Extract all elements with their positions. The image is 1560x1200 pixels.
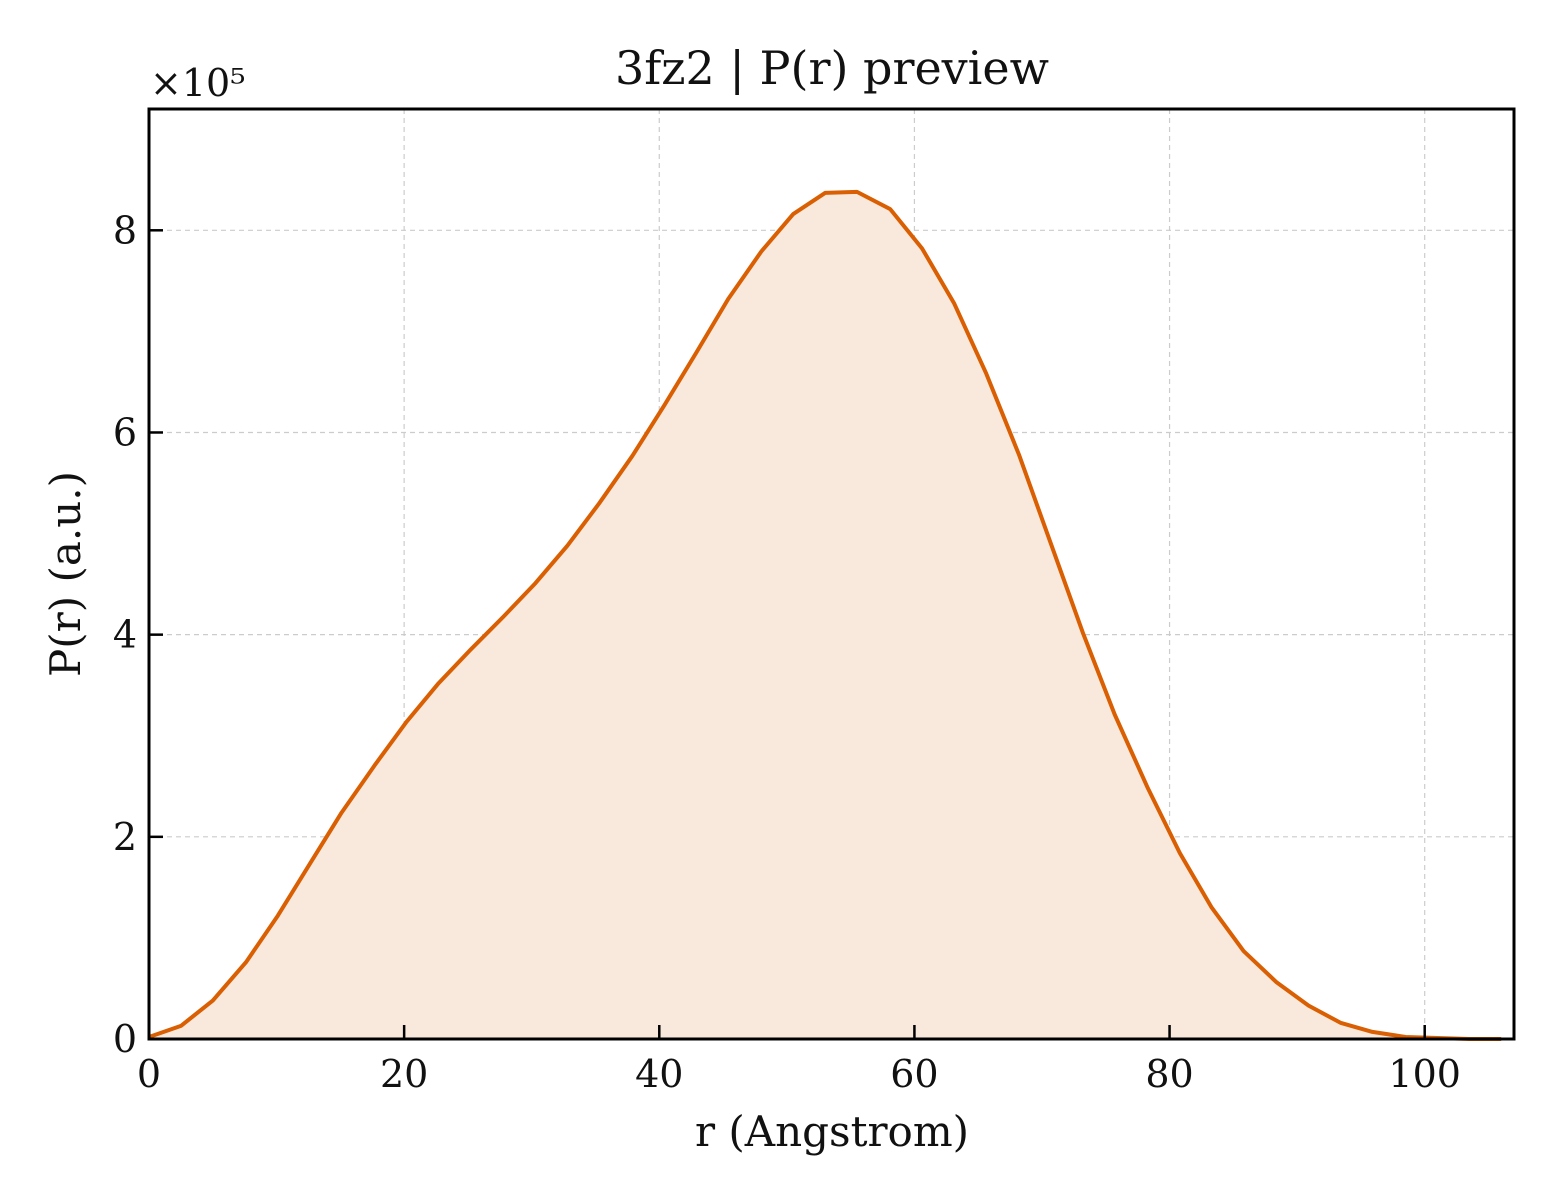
x-tick-label: 100	[1388, 1052, 1461, 1096]
y-tick-label: 6	[113, 410, 137, 454]
y-axis-multiplier: ×10⁵	[150, 61, 245, 105]
series-line	[148, 189, 1502, 1041]
y-tick-label: 4	[113, 613, 137, 657]
x-tick-label: 20	[380, 1052, 428, 1096]
x-tick-label: 60	[890, 1052, 938, 1096]
x-axis-label: r (Angstrom)	[695, 1107, 969, 1156]
plot-frame	[147, 107, 1516, 1041]
y-tick-label: 0	[113, 1017, 137, 1061]
x-tick-label: 0	[137, 1052, 161, 1096]
y-tick-label: 2	[113, 815, 137, 859]
ticks: 0 20 40 60 80 100 0 2 4 6 8	[113, 208, 1461, 1096]
y-tick-label: 8	[113, 208, 137, 252]
x-tick-label: 80	[1145, 1052, 1193, 1096]
chart-title: 3fz2 | P(r) preview	[615, 41, 1049, 95]
y-axis-label: P(r) (a.u.)	[41, 471, 90, 677]
area-fill	[149, 191, 1502, 1039]
x-tick-label: 40	[635, 1052, 683, 1096]
